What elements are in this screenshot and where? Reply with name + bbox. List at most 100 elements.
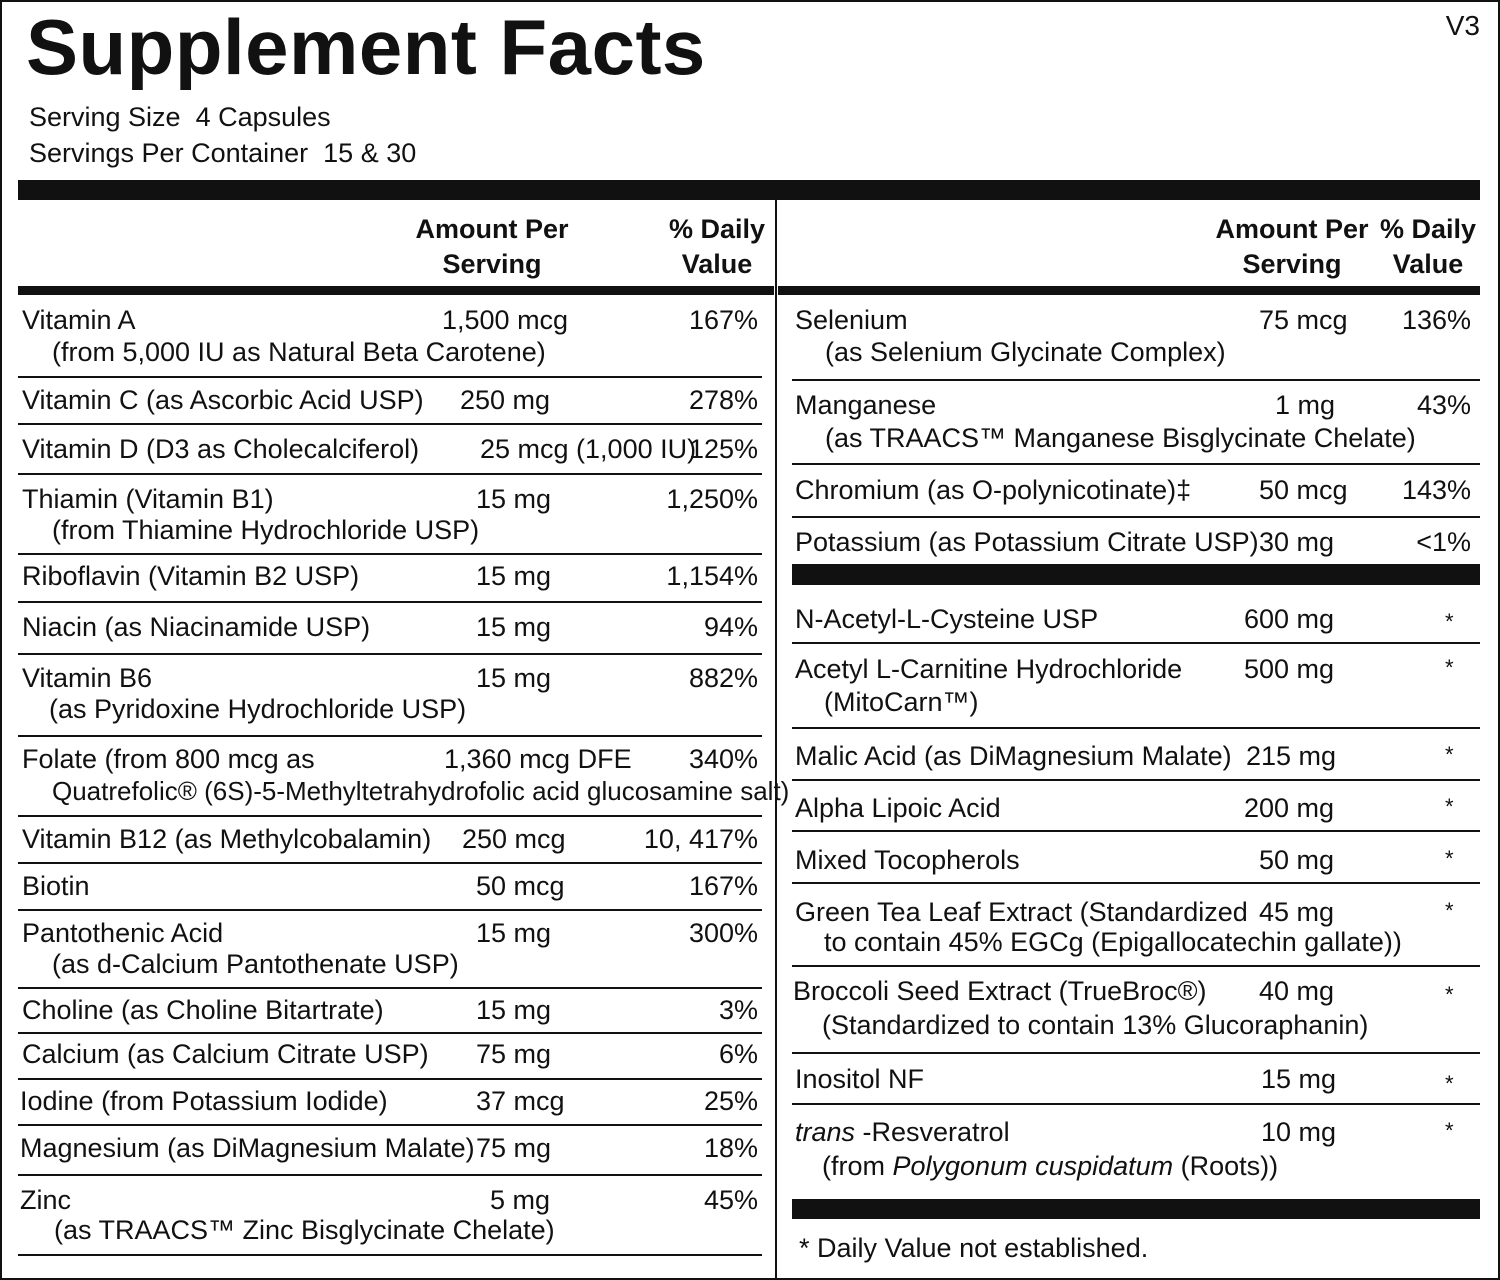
- nutrient-source: (as d-Calcium Pantothenate USP): [52, 949, 459, 979]
- serving-size-value: 4 Capsules: [195, 102, 331, 132]
- ingredient-daily-value: *: [1445, 982, 1454, 1007]
- row-divider: [18, 1032, 762, 1034]
- ingredient-source: to contain 45% EGCg (Epigallocatechin ga…: [824, 927, 1402, 957]
- nutrient-amount: 50 mcg: [1259, 475, 1348, 505]
- row-divider: [792, 379, 1480, 381]
- row-divider: [18, 653, 762, 655]
- ingredient-amount: 40 mg: [1259, 976, 1335, 1006]
- nutrient-amount: 250 mcg: [462, 824, 566, 854]
- right-header-bar: [778, 286, 1480, 295]
- left-dv-header: % Daily Value: [668, 214, 766, 279]
- row-divider: [18, 1174, 762, 1176]
- ingredient-name-rest: -Resveratrol: [855, 1117, 1010, 1147]
- ingredient-name: Inositol NF: [795, 1064, 925, 1094]
- nutrient-amount: 1 mg: [1275, 390, 1336, 420]
- footnote: * Daily Value not established.: [799, 1233, 1149, 1263]
- right-section-bar: [792, 564, 1480, 585]
- nutrient-name: Vitamin B6: [22, 663, 153, 693]
- ingredient-source: (MitoCarn™): [824, 687, 979, 717]
- nutrient-amount: 250 mg: [460, 385, 551, 415]
- nutrient-daily-value: 136%: [1401, 305, 1471, 335]
- nutrient-name: Vitamin D (D3 as Cholecalciferol): [22, 434, 420, 464]
- row-divider: [792, 830, 1480, 832]
- row-divider: [792, 965, 1480, 967]
- row-divider: [792, 1103, 1480, 1105]
- row-divider: [18, 735, 762, 737]
- nutrient-source: (from 5,000 IU as Natural Beta Carotene): [52, 337, 546, 367]
- ingredient-daily-value: *: [1445, 1071, 1454, 1096]
- row-divider: [18, 987, 762, 989]
- nutrient-amount: 30 mg: [1259, 527, 1335, 557]
- ingredient-name: Malic Acid (as DiMagnesium Malate): [795, 741, 1232, 771]
- nutrient-name: Folate (from 800 mcg as: [22, 744, 315, 774]
- row-divider: [792, 642, 1480, 644]
- nutrient-daily-value: 45%: [703, 1185, 758, 1215]
- ingredient-name: N-Acetyl-L-Cysteine USP: [795, 604, 1099, 634]
- nutrient-amount: 75 mg: [476, 1039, 552, 1069]
- row-divider: [18, 815, 762, 817]
- nutrient-daily-value: <1%: [1416, 527, 1471, 557]
- ingredient-daily-value: *: [1445, 1118, 1454, 1143]
- nutrient-daily-value: 3%: [718, 995, 758, 1025]
- nutrient-amount: 1,360 mcg DFE: [444, 744, 632, 774]
- nutrient-amount: 25 mcg (1,000 IU): [480, 434, 697, 464]
- nutrient-name: Vitamin A: [22, 305, 136, 335]
- ingredient-daily-value: *: [1445, 898, 1454, 923]
- nutrient-amount: 50 mcg: [476, 871, 565, 901]
- ingredient-name: Green Tea Leaf Extract (Standardized: [795, 897, 1248, 927]
- nutrient-name: Potassium (as Potassium Citrate USP): [795, 527, 1259, 557]
- serving-size: Serving Size 4 Capsules: [29, 102, 331, 133]
- nutrient-source: (from Thiamine Hydrochloride USP): [52, 515, 480, 545]
- ingredient-daily-value: *: [1445, 655, 1454, 680]
- column-divider: [775, 200, 777, 1278]
- row-divider: [18, 473, 762, 475]
- ingredient-source: (from Polygonum cuspidatum (Roots)): [822, 1150, 1278, 1182]
- ingredient-source-post: (Roots)): [1173, 1151, 1279, 1181]
- nutrient-amount: 15 mg: [476, 995, 552, 1025]
- nutrient-amount: 75 mg: [476, 1133, 552, 1163]
- ingredient-name: Mixed Tocopherols: [795, 845, 1020, 875]
- servings-per-container: Servings Per Container 15 & 30: [29, 138, 416, 169]
- ingredient-daily-value: *: [1445, 609, 1454, 634]
- nutrient-name: Iodine (from Potassium Iodide): [20, 1086, 388, 1116]
- row-divider: [18, 376, 762, 378]
- nutrient-name: Thiamin (Vitamin B1): [22, 484, 274, 514]
- nutrient-daily-value: 340%: [688, 744, 758, 774]
- top-divider-bar: [18, 180, 1480, 200]
- nutrient-name: Vitamin B12 (as Methylcobalamin): [22, 824, 432, 854]
- nutrient-name: Calcium (as Calcium Citrate USP): [22, 1039, 429, 1069]
- ingredient-name: Alpha Lipoic Acid: [795, 793, 1001, 823]
- nutrient-source: (as TRAACS™ Zinc Bisglycinate Chelate): [54, 1215, 555, 1245]
- nutrient-name: Manganese: [795, 390, 937, 420]
- ingredient-amount: 50 mg: [1259, 845, 1335, 875]
- left-header-bar: [18, 286, 774, 295]
- panel-title: Supplement Facts: [26, 3, 706, 91]
- nutrient-source: (as Selenium Glycinate Complex): [825, 337, 1226, 367]
- nutrient-amount: 5 mg: [490, 1185, 551, 1215]
- nutrient-name: Riboflavin (Vitamin B2 USP): [22, 561, 360, 591]
- ingredient-amount: 200 mg: [1244, 793, 1335, 823]
- row-divider: [792, 516, 1480, 518]
- row-divider: [792, 727, 1480, 729]
- ingredient-amount: 215 mg: [1246, 741, 1337, 771]
- ingredient-name: Acetyl L-Carnitine Hydrochloride: [795, 654, 1183, 684]
- ingredient-source-pre: (from: [822, 1151, 893, 1181]
- ingredient-amount: 500 mg: [1244, 654, 1335, 684]
- ingredient-amount: 45 mg: [1259, 897, 1335, 927]
- nutrient-name: Vitamin C (as Ascorbic Acid USP): [22, 385, 424, 415]
- ingredient-daily-value: *: [1445, 742, 1454, 767]
- right-amount-header: Amount Per Serving: [1215, 214, 1369, 279]
- row-divider: [792, 882, 1480, 884]
- nutrient-daily-value: 882%: [688, 663, 758, 693]
- ingredient-amount: 15 mg: [1261, 1064, 1337, 1094]
- nutrient-daily-value: 143%: [1401, 475, 1471, 505]
- ingredient-name: Broccoli Seed Extract (TrueBroc®): [793, 976, 1207, 1006]
- version-label: V3: [1445, 10, 1480, 41]
- nutrient-amount: 1,500 mcg: [442, 305, 569, 335]
- nutrient-source: (as Pyridoxine Hydrochloride USP): [49, 694, 467, 724]
- nutrient-daily-value: 1,154%: [666, 561, 758, 591]
- row-divider: [792, 463, 1480, 465]
- row-divider: [792, 779, 1480, 781]
- nutrient-daily-value: 167%: [688, 871, 758, 901]
